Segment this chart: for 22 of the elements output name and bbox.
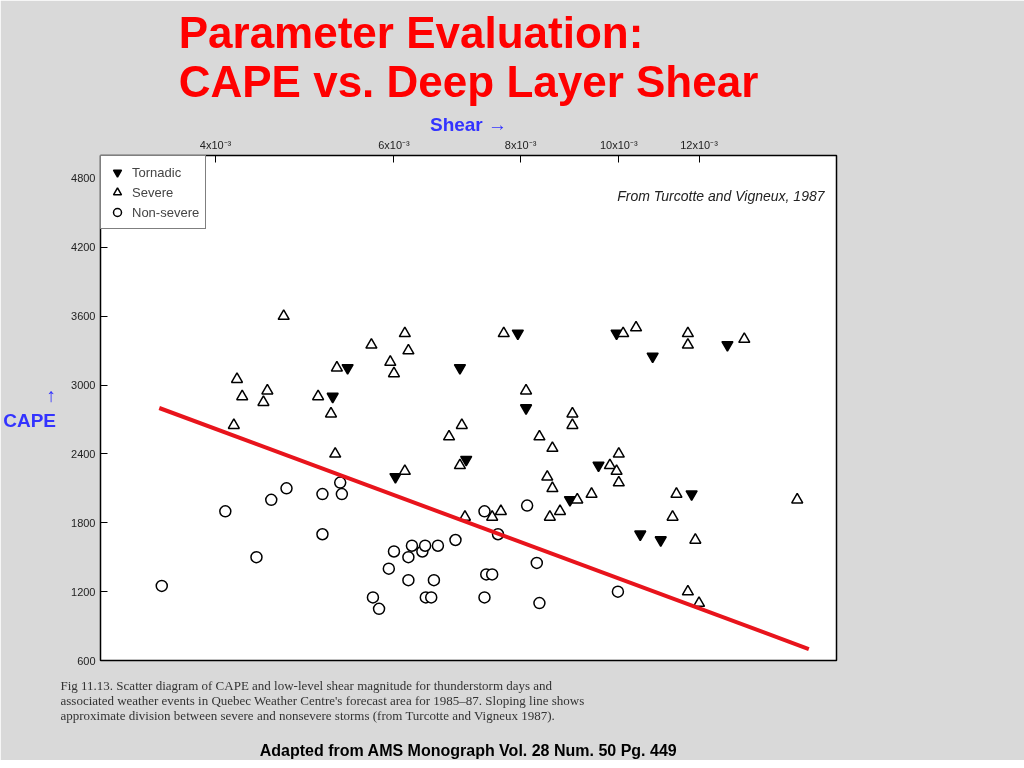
y-tick-label: 3600	[71, 310, 96, 323]
annotation: From Turcotte and Vigneux, 1987	[617, 187, 826, 204]
y-tick-label: 2400	[71, 447, 96, 460]
x-tick-label: 10x10⁻³	[599, 138, 638, 151]
legend-label: Tornadic	[132, 164, 182, 180]
y-tick-label: 3000	[71, 379, 96, 392]
y-tick-label: 600	[77, 654, 96, 667]
legend-label: Severe	[132, 184, 174, 200]
x-tick-label: 6x10⁻³	[378, 138, 411, 151]
x-axis-title: Shear →	[429, 113, 508, 135]
y-tick-label: 1800	[71, 516, 96, 529]
y-tick-label: 4200	[71, 241, 96, 254]
caption: Fig 11.13. Scatter diagram of CAPE and low-level shear magnitude for thunderstorm days and associated weather events in Quebec Weather Centre's forecast area for 1985–87. Sloping line shows approximate division between severe and nonsevere storms (from Turcotte and Vigneux 1987).	[60, 677, 585, 723]
x-tick-label: 8x10⁻³	[504, 138, 537, 151]
text: Adapted from AMS Monograph Vol. 28 Num. 50 Pg. 449	[259, 741, 677, 759]
x-tick-label: 12x10⁻³	[680, 138, 719, 151]
y-tick-label: 4800	[71, 172, 96, 185]
x-tick-label: 4x10⁻³	[199, 138, 232, 151]
legend-label: Non-severe	[132, 204, 200, 220]
chart-title: Parameter Evaluation: CAPE vs. Deep Layer Shear	[178, 7, 759, 106]
y-tick-label: 1200	[71, 585, 96, 598]
y-axis-title: ↑ CAPE	[3, 384, 57, 432]
